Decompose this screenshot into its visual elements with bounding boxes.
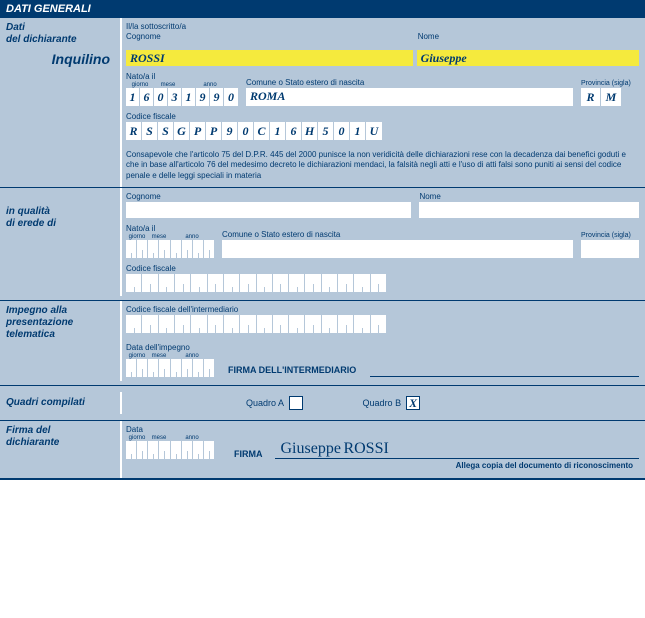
erede-comune-label: Comune o Stato estero di nascita (222, 230, 573, 239)
signature-field[interactable]: Giuseppe ROSSI (275, 440, 640, 459)
erede-cognome-field[interactable] (126, 202, 411, 218)
erede-nome-field[interactable] (419, 202, 639, 218)
cf-field[interactable]: RSSGPP90C16H501U (126, 122, 382, 140)
section-label-dichiarante: Dati del dichiarante (0, 18, 120, 50)
legal-text: Consapevole che l'articolo 75 del D.P.R.… (126, 148, 639, 183)
prov-label: Provincia (sigla) (581, 80, 639, 87)
quadro-b: Quadro B X (363, 396, 421, 410)
erede-prov-label: Provincia (sigla) (581, 232, 639, 239)
prov-field[interactable]: RM (581, 88, 621, 106)
header-bar: DATI GENERALI (0, 0, 645, 18)
cf-int-label: Codice fiscale dell'intermediario (126, 305, 639, 314)
section-label-erede: in qualità di erede di (0, 188, 120, 296)
inquilino-label: Inquilino (0, 50, 120, 68)
cognome-label: Cognome (126, 32, 414, 41)
cf-int-field[interactable] (126, 315, 386, 333)
comune-label: Comune o Stato estero di nascita (246, 78, 573, 87)
sottoscritto-label: Il/la sottoscritto/a (126, 22, 639, 31)
nome-label: Nome (418, 32, 639, 41)
erede-cf-field[interactable] (126, 274, 386, 292)
allega-text: Allega copia del documento di riconoscim… (126, 459, 639, 474)
firma-intermediario-label: FIRMA DELL'INTERMEDIARIO (228, 365, 356, 377)
nato-label: Nato/a il (126, 72, 238, 81)
data-impegno-label: Data dell'impegno (126, 343, 214, 352)
quadro-a: Quadro A (246, 396, 303, 410)
erede-prov-field[interactable] (581, 240, 639, 258)
erede-date-field[interactable] (126, 240, 214, 258)
firma-data-field[interactable] (126, 441, 214, 459)
section-label-firma: Firma del dichiarante (0, 421, 120, 478)
quadro-a-checkbox[interactable] (289, 396, 303, 410)
erede-cf-label: Codice fiscale (126, 264, 639, 273)
firma-intermediario-line[interactable] (370, 359, 639, 377)
erede-nome-label: Nome (419, 192, 639, 201)
section-label-quadri: Quadri compilati (0, 393, 120, 413)
data-impegno-field[interactable] (126, 359, 214, 377)
cf-label: Codice fiscale (126, 112, 639, 121)
erede-comune-field[interactable] (222, 240, 573, 258)
cognome-field[interactable]: ROSSI (126, 50, 413, 66)
firma-label: FIRMA (234, 449, 263, 459)
comune-field[interactable]: ROMA (246, 88, 573, 106)
firma-data-label: Data (126, 425, 214, 434)
nome-field[interactable]: Giuseppe (417, 50, 639, 66)
erede-nato-label: Nato/a il (126, 224, 214, 233)
section-label-impegno: Impegno alla presentazione telematica (0, 301, 120, 381)
form-body: Dati del dichiarante Il/la sottoscritto/… (0, 18, 645, 480)
erede-cognome-label: Cognome (126, 192, 411, 201)
quadro-b-checkbox[interactable]: X (406, 396, 420, 410)
birth-date-field[interactable]: 16031990 (126, 88, 238, 106)
